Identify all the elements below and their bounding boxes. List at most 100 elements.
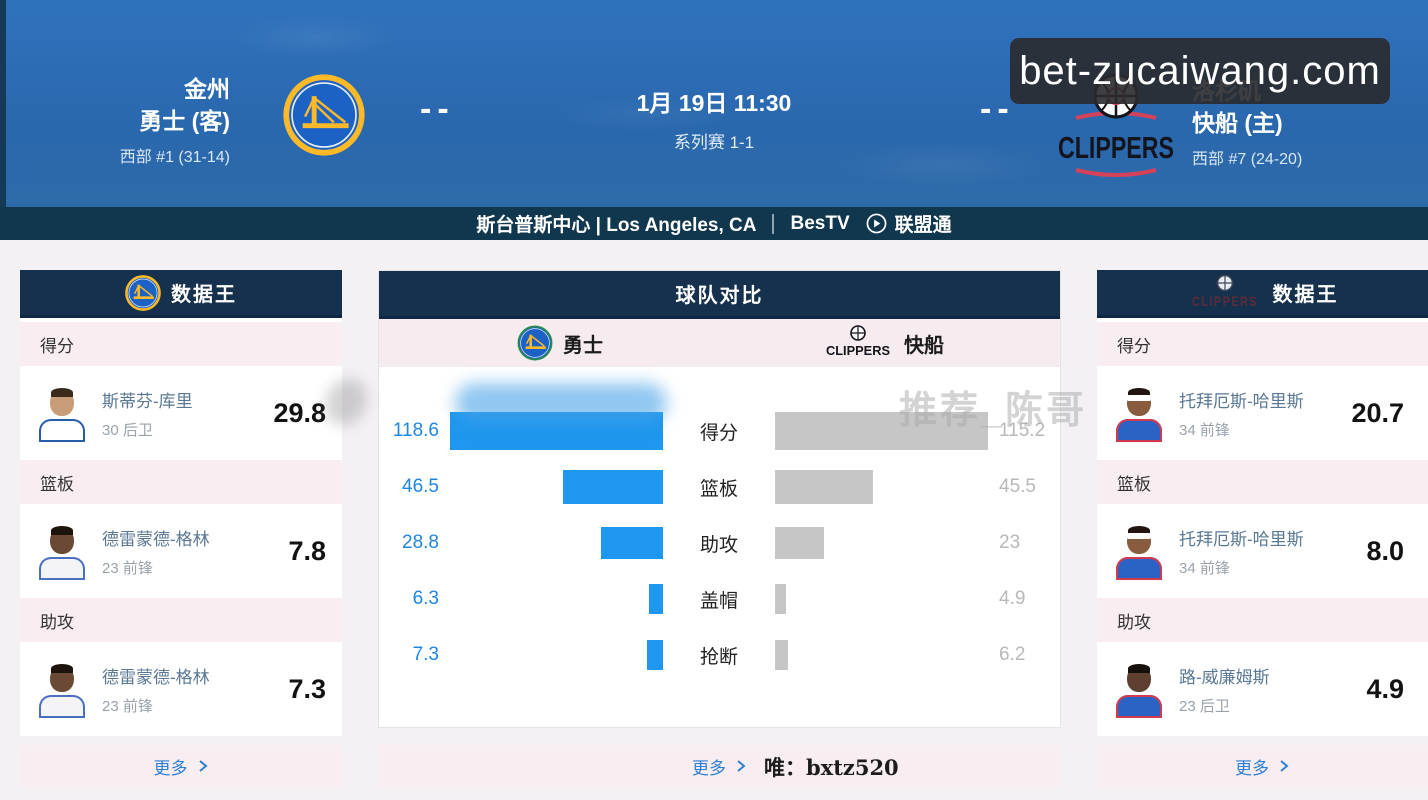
warriors-bar (649, 584, 663, 614)
warriors-legend: 勇士 (517, 325, 603, 361)
clippers-more-button[interactable]: 更多 (1097, 745, 1428, 787)
away-team-city: 金州 (184, 76, 230, 102)
player-meta: 34 前锋 (1179, 559, 1230, 577)
stat-value: 29.8 (273, 397, 326, 428)
panel-title: 球队对比 (675, 285, 764, 307)
player-row[interactable]: 斯蒂芬-库里 30 后卫 29.8 (20, 366, 342, 460)
away-team-rank: 西部 #1 (31-14) (119, 149, 230, 166)
player-row[interactable]: 托拜厄斯-哈里斯 34 前锋 20.7 (1097, 366, 1428, 460)
stat-label: 得分 (699, 422, 738, 444)
stat-value: 7.3 (288, 673, 326, 704)
chart-row: 46.5 篮板 45.5 (379, 459, 1060, 515)
stat-value: 8.0 (1366, 535, 1404, 566)
warriors-leaders-header: 数据王 (20, 270, 342, 318)
player-meta: 30 后卫 (102, 421, 153, 439)
chart-row: 6.3 盖帽 4.9 (379, 571, 1060, 627)
chart-row: 118.6 得分 115.2 (379, 403, 1060, 459)
clippers-bar (775, 412, 988, 450)
warriors-bar (563, 470, 663, 504)
player-row[interactable]: 托拜厄斯-哈里斯 34 前锋 8.0 (1097, 504, 1428, 598)
team-compare-panel: 球队对比 勇士 CLIPPERS 快船 118.6 得分 115.2 46.5 篮板 45… (378, 270, 1084, 728)
player-name: 托拜厄斯-哈里斯 (1179, 529, 1304, 549)
spacer (1097, 318, 1428, 322)
clippers-mini-logo: CLIPPERS (826, 325, 890, 358)
player-name: 托拜厄斯-哈里斯 (1179, 391, 1304, 411)
player-avatar (1113, 660, 1165, 718)
stat-category-row: 篮板 (20, 460, 342, 504)
player-name: 德雷蒙德-格林 (102, 529, 210, 549)
broadcaster-label[interactable]: BesTV (790, 212, 850, 234)
series-record: 系列赛 1-1 (673, 133, 755, 152)
player-row[interactable]: 德雷蒙德-格林 23 前锋 7.3 (20, 642, 342, 736)
stat-value: 7.8 (288, 535, 326, 566)
player-info: 斯蒂芬-库里 30 后卫 (102, 387, 193, 440)
stat-category-row: 得分 (1097, 322, 1428, 366)
clippers-value: 23 (999, 532, 1021, 553)
spacer (20, 318, 342, 322)
warriors-value: 6.3 (412, 588, 439, 609)
warriors-value: 46.5 (402, 476, 439, 497)
chevron-right-icon (737, 760, 746, 772)
clippers-value: 4.9 (999, 588, 1026, 609)
warriors-bar (601, 527, 663, 559)
warriors-value: 28.8 (402, 532, 439, 553)
player-meta: 23 后卫 (1179, 697, 1230, 715)
panel-title: 数据王 (1272, 284, 1339, 306)
player-meta: 34 前锋 (1179, 421, 1230, 439)
svg-text:CLIPPERS: CLIPPERS (1192, 293, 1258, 309)
clippers-legend-label: 快船 (904, 334, 944, 357)
clippers-bar (775, 470, 873, 504)
warriors-more-button[interactable]: 更多 (20, 745, 342, 787)
clippers-bar (775, 584, 786, 614)
stat-category-row: 得分 (20, 322, 342, 366)
home-score: -- (980, 90, 1015, 128)
player-meta: 23 前锋 (102, 697, 153, 715)
warriors-value: 118.6 (392, 420, 439, 441)
player-avatar (1113, 522, 1165, 580)
away-team-block: 金州 勇士 (客) 西部 #1 (31-14) (40, 78, 230, 167)
player-avatar (1113, 384, 1165, 442)
promo-watermark: 唯：bxtz520 (764, 755, 899, 780)
player-name: 斯蒂芬-库里 (102, 391, 193, 411)
chevron-right-icon (1280, 760, 1289, 772)
player-row[interactable]: 德雷蒙德-格林 23 前锋 7.8 (20, 504, 342, 598)
match-header-banner: 金州 勇士 (客) 西部 #1 (31-14) -- 1月 19日 11:30 … (0, 0, 1428, 207)
clippers-legend: CLIPPERS 快船 (822, 324, 944, 362)
stream-link[interactable]: 联盟通 (866, 210, 952, 237)
stat-label: 盖帽 (699, 590, 738, 612)
more-label: 更多 (153, 758, 188, 778)
player-info: 托拜厄斯-哈里斯 34 前锋 (1179, 387, 1304, 440)
stat-category-row: 助攻 (20, 598, 342, 642)
player-avatar (36, 660, 88, 718)
stat-value: 4.9 (1366, 673, 1404, 704)
clippers-leaders-panel: CLIPPERS 数据王 得分 托拜厄斯-哈里斯 34 前锋 20.7 篮板 托… (1097, 270, 1428, 736)
warriors-leaders-panel: 数据王 得分 斯蒂芬-库里 30 后卫 29.8 篮板 德雷蒙德-格林 23 前… (20, 270, 375, 736)
player-info: 德雷蒙德-格林 23 前锋 (102, 525, 210, 578)
player-row[interactable]: 路-威廉姆斯 23 后卫 4.9 (1097, 642, 1428, 736)
player-avatar (36, 522, 88, 580)
stat-category-row: 助攻 (1097, 598, 1428, 642)
chart-row: 7.3 抢断 6.2 (379, 627, 1060, 683)
clippers-bar (775, 640, 788, 670)
warriors-value: 7.3 (412, 644, 439, 665)
clippers-value: 45.5 (999, 476, 1036, 497)
clippers-bar (775, 527, 824, 559)
away-team-name: 勇士 (客) (139, 108, 230, 134)
player-name: 德雷蒙德-格林 (102, 667, 210, 687)
clippers-mini-logo: CLIPPERS (1192, 274, 1258, 309)
clippers-wordmark: CLIPPERS (1058, 130, 1174, 165)
chevron-right-icon (198, 760, 208, 772)
warriors-logo (283, 74, 365, 161)
stream-label: 联盟通 (894, 215, 952, 236)
compare-more-button[interactable]: 更多 唯：bxtz520 (378, 745, 1061, 787)
warriors-mini-logo (517, 325, 553, 361)
venue-text: 斯台普斯中心 | Los Angeles, CA (476, 215, 757, 236)
player-info: 路-威廉姆斯 23 后卫 (1179, 663, 1270, 716)
chart-rows: 118.6 得分 115.2 46.5 篮板 45.5 28.8 助攻 23 6.3 盖帽 4.9 7.… (379, 367, 1060, 683)
home-team-name: 快船 (主) (1192, 110, 1283, 136)
more-label: 更多 (1235, 758, 1269, 778)
stat-label: 抢断 (699, 646, 738, 668)
clippers-leaders-header: CLIPPERS 数据王 (1097, 270, 1428, 318)
team-legend-row: 勇士 CLIPPERS 快船 (379, 319, 1060, 367)
clippers-value: 6.2 (999, 644, 1026, 665)
